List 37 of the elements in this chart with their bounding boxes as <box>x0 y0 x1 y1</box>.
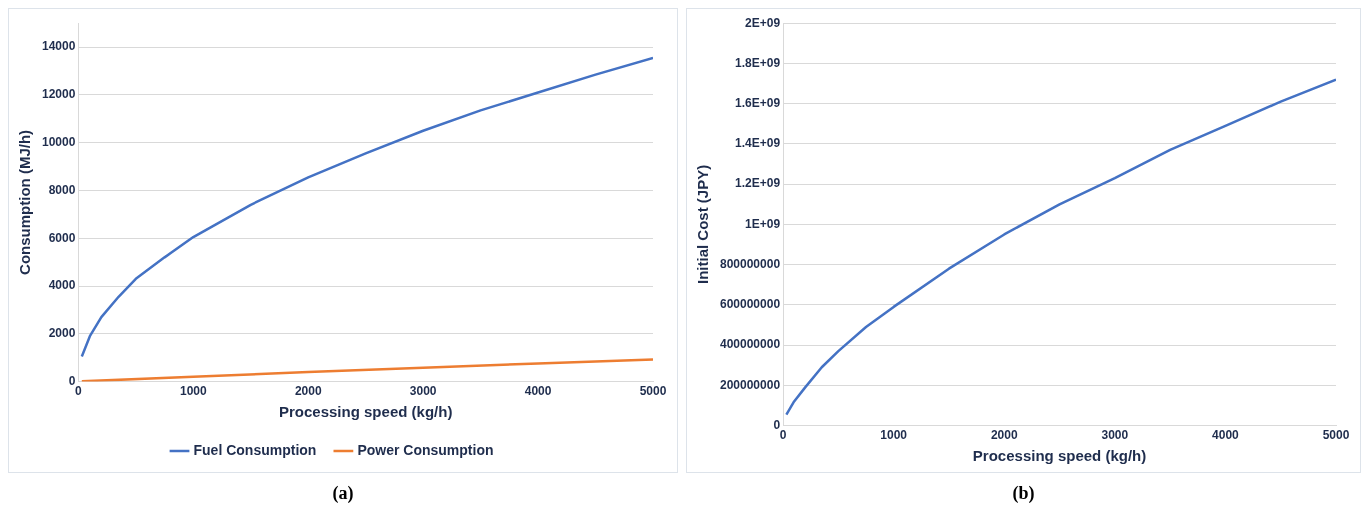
legend-label: Power Consumption <box>357 441 494 458</box>
x-tick-label: 1000 <box>880 428 908 443</box>
text: (b) <box>1012 483 1035 504</box>
y-tick-label: 1.2E+09 <box>735 176 781 191</box>
y-tick-label: 10000 <box>41 134 76 149</box>
y-axis-title: Initial Cost (JPY) <box>694 164 712 284</box>
text: (a) <box>332 483 354 504</box>
y-tick-label: 200000000 <box>719 377 781 392</box>
y-tick-label: 1.6E+09 <box>735 95 781 110</box>
y-tick-label: 14000 <box>41 39 76 54</box>
y-tick-label: 600000000 <box>719 297 781 312</box>
x-tick-label: 5000 <box>639 384 667 399</box>
y-tick-label: 400000000 <box>719 337 781 352</box>
x-tick-label: 4000 <box>1212 428 1240 443</box>
y-tick-label: 0 <box>773 417 781 432</box>
y-tick-label: 1E+09 <box>745 216 781 231</box>
y-tick-label: 1.4E+09 <box>735 136 781 151</box>
y-tick-label: 800000000 <box>719 256 781 271</box>
y-tick-label: 1.8E+09 <box>735 55 781 70</box>
y-tick-label: 0 <box>68 373 76 388</box>
x-tick-label: 3000 <box>1101 428 1129 443</box>
x-tick-label: 4000 <box>524 384 552 399</box>
y-axis-title: Consumption (MJ/h) <box>16 129 34 275</box>
y-tick-label: 4000 <box>48 278 76 293</box>
x-tick-label: 1000 <box>179 384 207 399</box>
y-tick-label: 12000 <box>41 87 76 102</box>
x-tick-label: 2000 <box>990 428 1018 443</box>
y-tick-label: 6000 <box>48 230 76 245</box>
y-tick-label: 8000 <box>48 182 76 197</box>
x-tick-label: 2000 <box>294 384 322 399</box>
x-tick-label: 5000 <box>1322 428 1350 443</box>
legend-label: Fuel Consumption <box>193 441 317 458</box>
y-tick-label: 2000 <box>48 326 76 341</box>
x-axis-title: Processing speed (kg/h) <box>972 447 1147 465</box>
x-tick-label: 3000 <box>409 384 437 399</box>
x-axis-title: Processing speed (kg/h) <box>278 403 453 421</box>
y-tick-label: 2E+09 <box>745 15 781 30</box>
